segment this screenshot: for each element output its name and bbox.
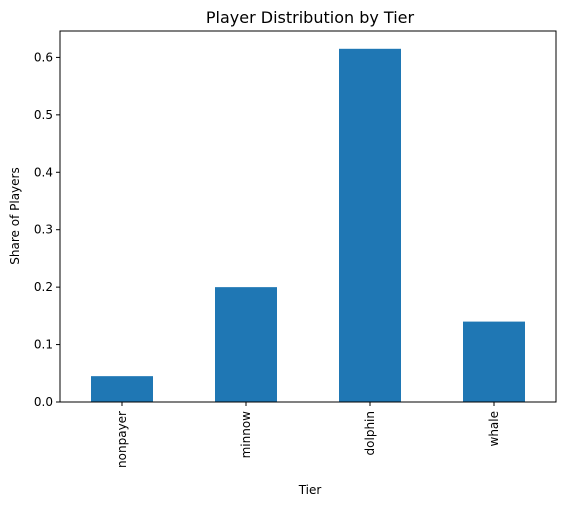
x-tick-label-dolphin: dolphin bbox=[363, 411, 377, 455]
y-tick-label: 0.4 bbox=[34, 165, 53, 179]
x-axis-label: Tier bbox=[298, 483, 322, 497]
y-axis: 0.0 0.1 0.2 0.3 0.4 0.5 0.6 bbox=[34, 50, 60, 409]
x-tick-label-minnow: minnow bbox=[239, 411, 253, 459]
y-tick-label: 0.2 bbox=[34, 280, 53, 294]
x-tick-label-nonpayer: nonpayer bbox=[115, 411, 129, 468]
bar-dolphin bbox=[339, 48, 401, 403]
bars-group bbox=[91, 48, 525, 403]
bar-whale bbox=[463, 321, 525, 402]
y-axis-label: Share of Players bbox=[8, 167, 22, 264]
bar-minnow bbox=[215, 287, 277, 402]
chart-title: Player Distribution by Tier bbox=[206, 8, 415, 27]
y-tick-label: 0.0 bbox=[34, 395, 53, 409]
y-tick-label: 0.3 bbox=[34, 223, 53, 237]
y-tick-label: 0.6 bbox=[34, 50, 53, 64]
plot-frame bbox=[59, 30, 557, 403]
bar-nonpayer bbox=[91, 376, 153, 402]
x-axis: nonpayer minnow dolphin whale bbox=[115, 402, 501, 468]
y-tick-label: 0.5 bbox=[34, 108, 53, 122]
x-tick-label-whale: whale bbox=[487, 411, 501, 447]
y-tick-label: 0.1 bbox=[34, 338, 53, 352]
